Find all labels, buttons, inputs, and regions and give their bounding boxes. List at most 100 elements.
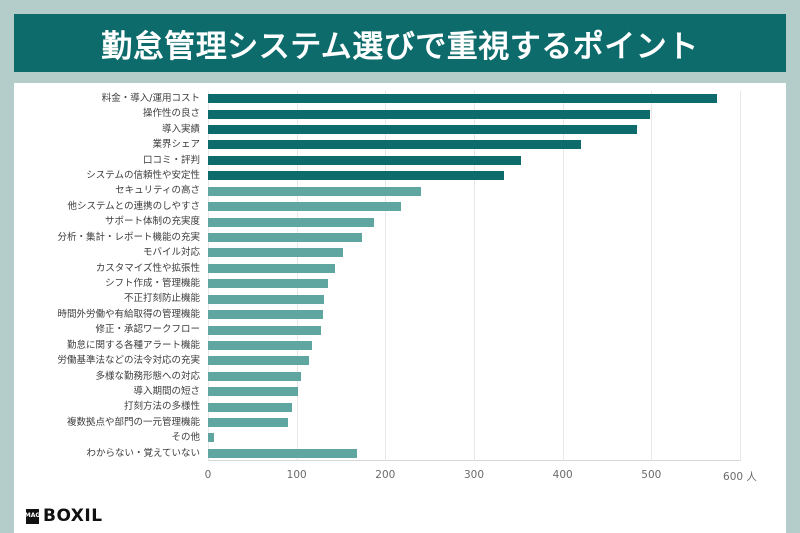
bar-row [208,261,740,276]
x-tick-label: 400 [552,469,573,481]
bar-row [208,322,740,337]
x-tick-label: 0 [204,469,212,481]
category-label: システムの信頼性や安定性 [86,170,200,182]
bar [208,202,402,212]
category-label: 操作性の良さ [142,108,200,120]
bar [208,217,374,227]
category-label: 分析・集計・レポート機能の充実 [57,231,200,243]
bar-row [208,384,740,399]
bar-row [208,153,740,168]
category-label: 業界シェア [152,139,200,151]
bar-series [208,91,740,461]
bar-row [208,415,740,430]
bar [208,356,310,366]
bar [208,294,325,304]
bar-row [208,369,740,384]
category-label: 他システムとの連携のしやすさ [67,200,200,212]
bar [208,171,505,181]
gridline [562,91,564,461]
title-banner: 勤怠管理システム選びで重視するポイント [14,14,786,72]
bar [208,310,324,320]
category-label: 導入実績 [161,123,200,135]
category-label: 労働基準法などの法令対応の充実 [57,355,200,367]
bar [208,279,328,289]
bar-row [208,399,740,414]
category-label: 料金・導入/運用コスト [101,92,200,104]
category-label: 多様な勤務形態への対応 [95,370,200,382]
category-label: シフト作成・管理機能 [104,278,200,290]
bar [208,155,521,165]
gridline [385,91,387,461]
category-label: 不正打刻防止機能 [123,293,200,305]
bar-row [208,137,740,152]
category-label: サポート体制の充実度 [104,216,200,228]
category-label: 修正・承認ワークフロー [95,324,200,336]
bar-row [208,430,740,445]
bar [208,371,302,381]
bar-row [208,214,740,229]
bar [208,418,288,428]
bar [208,140,582,150]
logo-wordmark: BOXIL [43,505,103,526]
bar [208,402,293,412]
x-tick-label: 100 [286,469,307,481]
bar-row [208,245,740,260]
chart-card: 料金・導入/運用コスト操作性の良さ導入実績業界シェア口コミ・評判システムの信頼性… [14,83,786,533]
plot-region [208,91,741,461]
x-tick-label: 600 人 [723,471,757,483]
chart-area: 料金・導入/運用コスト操作性の良さ導入実績業界シェア口コミ・評判システムの信頼性… [14,83,786,499]
x-tick-label: 200 [375,469,396,481]
bar [208,325,322,335]
x-axis-tick-labels: 0 100 200 300 400 500 600 人 [204,465,757,489]
bar-row [208,291,740,306]
x-tick-label: 300 [463,469,485,481]
bar-row [208,230,740,245]
bar-row [208,353,740,368]
category-label: 打刻方法の多様性 [123,401,200,413]
page-title: 勤怠管理システム選びで重視するポイント [101,28,699,65]
x-tick-label: 500 [641,469,662,481]
category-label: 勤怠に関する各種アラート機能 [66,339,200,351]
gridline [474,91,475,461]
category-label: 口コミ・評判 [142,154,200,166]
bar [208,433,215,443]
gridline [208,91,209,461]
bar [208,186,421,196]
bar [208,263,335,273]
category-label-column: 料金・導入/運用コスト操作性の良さ導入実績業界シェア口コミ・評判システムの信頼性… [14,91,204,461]
gridline [296,91,298,461]
category-label: その他 [171,432,200,444]
bar [208,448,357,458]
category-label: モバイル対応 [142,247,200,259]
bar [208,109,650,119]
bar-row [208,122,740,137]
bar-row [208,338,740,353]
bar-row [208,446,740,461]
gridline [651,91,653,461]
bar-row [208,276,740,291]
category-label: セキュリティの高さ [115,185,200,197]
chart-footer: MAG BOXIL [14,499,786,533]
bar [208,387,298,397]
bar-row [208,307,740,322]
category-label: カスタマイズ性や拡張性 [95,262,200,274]
category-label: 複数拠点や部門の一元管理機能 [66,416,200,428]
bar [208,233,363,242]
bar [208,125,638,135]
bar [208,248,343,258]
bar-row [208,184,740,199]
bar-row [208,199,740,214]
category-label: わからない・覚えていない [86,447,200,459]
boxil-logo: MAG BOXIL [25,505,103,526]
bar [208,94,717,104]
bar-row [208,91,740,106]
mag-badge-icon: MAG [25,508,40,524]
category-label: 時間外労働や有給取得の管理機能 [57,308,200,320]
gridline [740,91,741,461]
gridlines [208,91,741,461]
category-label: 導入期間の短さ [133,385,200,397]
bar-row [208,168,740,183]
bar [208,340,312,350]
bar-row [208,106,740,121]
